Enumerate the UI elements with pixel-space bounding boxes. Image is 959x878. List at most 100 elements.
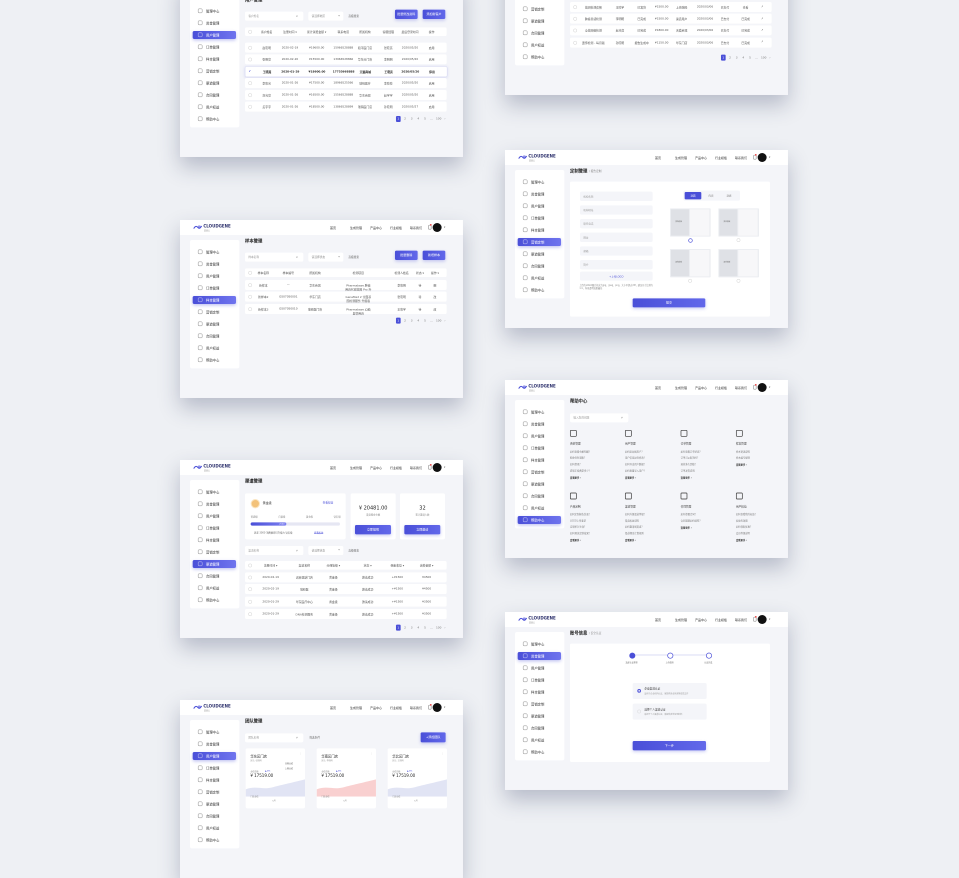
sidebar-item[interactable]: 样本管理 <box>518 226 561 234</box>
help-question[interactable]: 如何提现？ <box>569 462 582 466</box>
sidebar-item[interactable]: 资金管理 <box>193 740 236 748</box>
page-100[interactable]: 100 <box>435 318 442 323</box>
page-2[interactable]: 2 <box>404 117 406 121</box>
sidebar-item[interactable]: 合同管理 <box>193 572 236 580</box>
more-icon[interactable]: ⋮ <box>298 752 302 756</box>
nav-item[interactable]: 产品中心 <box>369 706 382 710</box>
avatar[interactable] <box>757 152 767 162</box>
column-header[interactable]: 最后登录时间 <box>401 30 419 34</box>
nav-item[interactable]: 生成管理 <box>674 156 687 160</box>
sidebar-item[interactable]: 用户管理 <box>518 202 561 210</box>
page-3[interactable]: 3 <box>735 55 738 60</box>
nav-item[interactable]: 行业模板 <box>389 226 402 230</box>
column-header[interactable]: 分佣等级 ▾ <box>326 564 341 568</box>
sidebar-item[interactable]: 样本管理 <box>518 456 561 464</box>
nav-item[interactable]: 生成管理 <box>349 466 362 470</box>
tab-2[interactable]: 封底 <box>726 193 732 197</box>
nav-item[interactable]: 行业模板 <box>389 466 402 470</box>
help-question[interactable]: 如何查看订单状态？ <box>680 450 702 453</box>
sidebar-item[interactable]: 合同管理 <box>193 91 236 99</box>
sidebar-item[interactable]: 合同管理 <box>193 332 236 340</box>
column-header[interactable]: 操作 ▾ <box>430 271 439 275</box>
page-1[interactable]: 1 <box>720 54 726 61</box>
row-checkbox[interactable] <box>248 93 252 97</box>
view-more-link[interactable]: 查看更多 › <box>735 538 748 542</box>
help-question[interactable]: 样本编号规则 <box>735 456 750 460</box>
avatar[interactable] <box>432 222 442 232</box>
status-select[interactable]: 请选择地区 ▾ <box>308 11 344 21</box>
nav-item[interactable]: 首页 <box>329 706 336 710</box>
help-question[interactable]: 订单发货说明 <box>680 469 695 472</box>
page-5[interactable]: 5 <box>424 117 426 121</box>
sidebar-item[interactable]: 用户权益 <box>518 41 561 49</box>
table-row[interactable]: 2020-01-29 DNA检测服务 黄金级 邀请成功 +¥1500 ¥3500 <box>244 608 447 619</box>
sidebar-item[interactable]: 资金管理 <box>193 260 236 268</box>
tab-0[interactable]: 封面 <box>684 191 702 200</box>
help-question[interactable]: 用户信息如何修改？ <box>624 456 646 460</box>
more-icon[interactable]: ⋮ <box>369 752 373 756</box>
filter-link[interactable]: 高级搜索 <box>348 14 359 18</box>
sidebar-item[interactable]: 合同管理 <box>518 492 561 500</box>
search-icon[interactable]: ⌕ <box>620 415 624 420</box>
chevron-down-icon[interactable]: ▾ <box>443 465 446 469</box>
column-header[interactable]: 累计消费金额 ▾ <box>306 30 327 34</box>
table-row[interactable]: 2020-02-19 瑞码医 黄金级 邀请成功 +¥1500 ¥4500 <box>244 583 447 594</box>
column-header[interactable]: 渠道名称 <box>298 564 310 568</box>
nav-item[interactable]: 首页 <box>654 156 661 160</box>
search-input[interactable]: 输入您的问题 ⌕ <box>569 413 629 423</box>
sidebar-item[interactable]: 管理中心 <box>193 248 236 256</box>
table-row[interactable]: 肿瘤易感检测 李明明 已完成 ¥1500.00 渠道用户 2020/03/06 已支付 已完成 <box>569 13 772 24</box>
toolbar-button[interactable]: 批量修改资料 <box>394 9 418 19</box>
sidebar-item[interactable]: 营销定制 <box>518 5 561 13</box>
page-100[interactable]: 100 <box>435 625 442 630</box>
sidebar-item[interactable]: 用户管理 <box>193 512 236 520</box>
view-more-link[interactable]: 查看更多 › <box>569 476 582 479</box>
status-select[interactable]: 请选择状态 ▾ <box>308 252 344 262</box>
help-question[interactable]: 如何定制报告封面？ <box>569 512 591 516</box>
toolbar-button[interactable]: 新增样本 <box>422 250 446 260</box>
template-radio[interactable] <box>736 238 741 242</box>
help-question[interactable]: 定制多久生效？ <box>569 525 587 529</box>
sidebar-item[interactable]: 用户权益 <box>518 736 561 744</box>
nav-item[interactable]: 生成管理 <box>349 706 362 710</box>
row-checkbox[interactable] <box>248 587 252 591</box>
sidebar-item[interactable]: 样本管理 <box>193 536 236 544</box>
withdraw-button[interactable]: 立即提现 <box>354 524 391 535</box>
help-question[interactable]: 如何添加新用户？ <box>624 450 644 453</box>
sidebar-item[interactable]: 资金管理 <box>518 420 561 428</box>
next-page-icon[interactable]: › <box>769 55 771 60</box>
sidebar-item[interactable]: 用户权益 <box>193 103 236 111</box>
sidebar-item[interactable]: 营销定制 <box>518 700 561 708</box>
table-row[interactable]: 2020-02-19 诺菲亚斯门店 黄金级 邀请成功 +¥1500 ¥4500 <box>244 572 447 583</box>
sidebar-item[interactable]: 样本管理 <box>192 295 236 304</box>
form-field-1[interactable]: 机构地址 <box>579 205 653 215</box>
form-field-0[interactable]: 机构名称 <box>579 191 653 201</box>
sidebar-item[interactable]: 渠道管理 <box>192 559 236 568</box>
column-header[interactable]: 所属机构 <box>359 30 371 34</box>
toolbar-button[interactable]: 添加新客户 <box>422 9 446 19</box>
template-thumbnail[interactable]: 报告模板 <box>669 208 711 237</box>
sidebar-item[interactable]: 营销定制 <box>193 67 236 75</box>
help-question[interactable]: 权益有效期 <box>735 519 748 522</box>
column-header[interactable]: 检测人姓名 <box>394 271 409 275</box>
help-question[interactable]: 合同到期如何续签？ <box>680 519 702 522</box>
sidebar-item[interactable]: 帮助中心 <box>518 286 561 294</box>
status-select[interactable]: 请选择状态 ▾ <box>308 545 344 555</box>
nav-item[interactable]: 首页 <box>654 386 661 390</box>
sidebar-item[interactable]: 营销定制 <box>193 548 236 556</box>
nav-item[interactable]: 首页 <box>329 226 336 230</box>
help-question[interactable]: 渠道佣金计算规则 <box>624 531 644 535</box>
more-icon[interactable]: ⋮ <box>440 752 444 756</box>
help-question[interactable]: 如何邀请新渠道？ <box>624 525 644 529</box>
help-question[interactable]: LOGO上传要求 <box>569 519 587 522</box>
view-more-link[interactable]: 查看更多 › <box>680 476 692 479</box>
nav-item[interactable]: 生成管理 <box>349 226 362 230</box>
table-row[interactable]: 孟宇宇 2020-01-26 ¥18500.00 13866528899 瑞码医门店 孙晓… <box>244 101 447 112</box>
page-3[interactable]: 3 <box>410 625 413 630</box>
sidebar-item[interactable]: 订单管理 <box>193 43 236 51</box>
template-radio[interactable] <box>688 278 692 283</box>
column-header[interactable]: 消费金额 ▾ <box>419 564 434 568</box>
row-checkbox[interactable] <box>248 294 252 299</box>
nav-item[interactable]: 联系我们 <box>734 156 747 160</box>
sidebar-item[interactable]: 渠道管理 <box>193 800 236 808</box>
